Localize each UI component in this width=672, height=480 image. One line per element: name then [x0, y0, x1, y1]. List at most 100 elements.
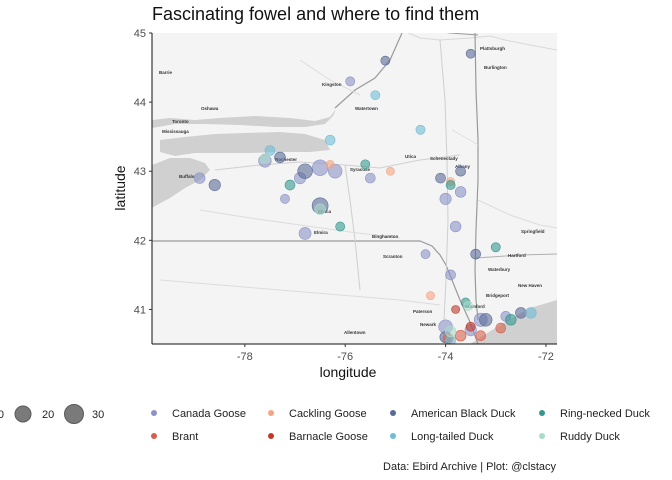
point-american-black-duck [470, 248, 481, 260]
point-long-tailed-duck [525, 307, 537, 319]
size-legend-label: 10 [0, 409, 4, 421]
legend-label: American Black Duck [411, 408, 516, 420]
legend-key-ruddy-duck [539, 433, 545, 439]
map-label: Utica [405, 154, 417, 159]
map-label: Elmira [314, 230, 328, 235]
point-canada-goose [445, 269, 456, 281]
y-tick-label: 44 [134, 97, 146, 109]
x-tick-label: -76 [337, 351, 353, 363]
map-label: Hartford [508, 253, 526, 258]
x-tick-label: -72 [538, 351, 554, 363]
map-label: Mississauga [162, 129, 189, 134]
map-label: Paterson [413, 309, 433, 314]
point-american-black-duck [465, 48, 476, 59]
map-label: New Haven [518, 283, 542, 288]
point-canada-goose [345, 76, 356, 87]
y-tick-label: 41 [134, 304, 146, 316]
legend-label: Ring-necked Duck [560, 408, 650, 420]
map-label: Burlington [484, 65, 507, 70]
point-ruddy-duck [259, 153, 271, 165]
map-label: Rochester [275, 157, 297, 162]
point-american-black-duck [515, 307, 527, 319]
map-label: Schenectady [430, 156, 458, 161]
point-long-tailed-duck [324, 134, 336, 146]
point-american-black-duck [479, 313, 493, 327]
point-canada-goose [454, 186, 467, 198]
legend-key-barnacle-goose [268, 433, 274, 439]
point-barnacle-goose [451, 305, 460, 314]
y-tick-label: 42 [134, 235, 146, 247]
point-ruddy-duck [314, 203, 326, 215]
point-cackling-goose [386, 166, 395, 176]
map-label: Buffalo [179, 174, 195, 179]
map-label: Watertown [355, 106, 378, 111]
map-label: Toronto [172, 119, 189, 124]
size-legend-label: 30 [92, 409, 104, 421]
points-layer [193, 48, 537, 344]
point-brant [475, 330, 487, 342]
legend-key-canada-goose [151, 410, 157, 416]
legend-key-cackling-goose [268, 410, 274, 416]
y-tick-label: 43 [134, 166, 146, 178]
point-american-black-duck [297, 163, 313, 179]
legend-key-brant [151, 433, 157, 439]
map-label: Binghamton [372, 234, 398, 239]
point-ring-necked-duck [335, 221, 346, 232]
y-axis-label: latitude [112, 165, 128, 210]
point-barnacle-goose [465, 321, 476, 332]
x-axis-label: longitude [320, 364, 377, 380]
y-tick-label: 45 [134, 28, 146, 40]
point-ring-necked-duck [490, 242, 501, 253]
legend-key-ring-necked-duck [539, 410, 545, 416]
point-american-black-duck [435, 172, 446, 184]
point-ruddy-duck [444, 325, 457, 338]
legend-label: Cackling Goose [289, 408, 367, 420]
map-label: Allentown [344, 330, 366, 335]
map-label: Kingston [322, 82, 342, 87]
color-legend: Canada Goose Brant Cackling Goose Barnac… [151, 408, 650, 443]
point-long-tailed-duck [264, 145, 276, 156]
point-ring-necked-duck [284, 179, 296, 191]
point-ring-necked-duck [505, 314, 517, 326]
map-label: Springfield [521, 229, 545, 234]
x-tick-label: -78 [237, 351, 253, 363]
legend-label: Canada Goose [172, 408, 246, 420]
map-label: Bridgeport [486, 293, 510, 298]
size-legend-label: 20 [42, 409, 54, 421]
size-legend-circle [64, 404, 84, 424]
point-brant [495, 322, 507, 334]
point-ring-necked-duck [445, 180, 456, 190]
y-ticks: 41 42 43 44 45 [134, 28, 152, 316]
point-american-black-duck [380, 55, 391, 66]
point-cackling-goose [426, 291, 435, 300]
point-ruddy-duck [463, 301, 474, 311]
point-american-black-duck [455, 165, 466, 177]
legend-label: Ruddy Duck [560, 431, 620, 443]
point-canada-goose [439, 192, 452, 205]
point-canada-goose [193, 172, 206, 184]
point-canada-goose [298, 227, 312, 240]
point-long-tailed-duck [415, 124, 426, 135]
map-label: Oshawa [201, 106, 219, 111]
map-label: Syracuse [350, 167, 371, 172]
x-tick-label: -74 [438, 351, 454, 363]
point-brant [454, 330, 467, 342]
x-ticks: -78 -76 -74 -72 [237, 344, 554, 363]
size-legend: 10 20 30 [0, 404, 104, 424]
point-canada-goose [365, 172, 376, 184]
legend-label: Barnacle Goose [289, 431, 368, 443]
legend-key-long-tailed-duck [390, 433, 396, 439]
map-label: Waterbury [488, 267, 511, 272]
chart-title: Fascinating fowel and where to find them [152, 4, 479, 24]
point-long-tailed-duck [370, 90, 381, 101]
point-canada-goose [449, 220, 462, 233]
legend-label: Long-tailed Duck [411, 431, 494, 443]
point-ring-necked-duck [360, 159, 371, 170]
chart-caption: Data: Ebird Archive | Plot: @clstacy [383, 461, 556, 473]
point-cackling-goose [325, 159, 335, 169]
point-canada-goose [280, 193, 290, 204]
point-american-black-duck [208, 179, 221, 192]
size-legend-circle [14, 405, 32, 423]
point-american-black-duck [274, 151, 286, 164]
map-label: Plattsburgh [480, 46, 505, 51]
